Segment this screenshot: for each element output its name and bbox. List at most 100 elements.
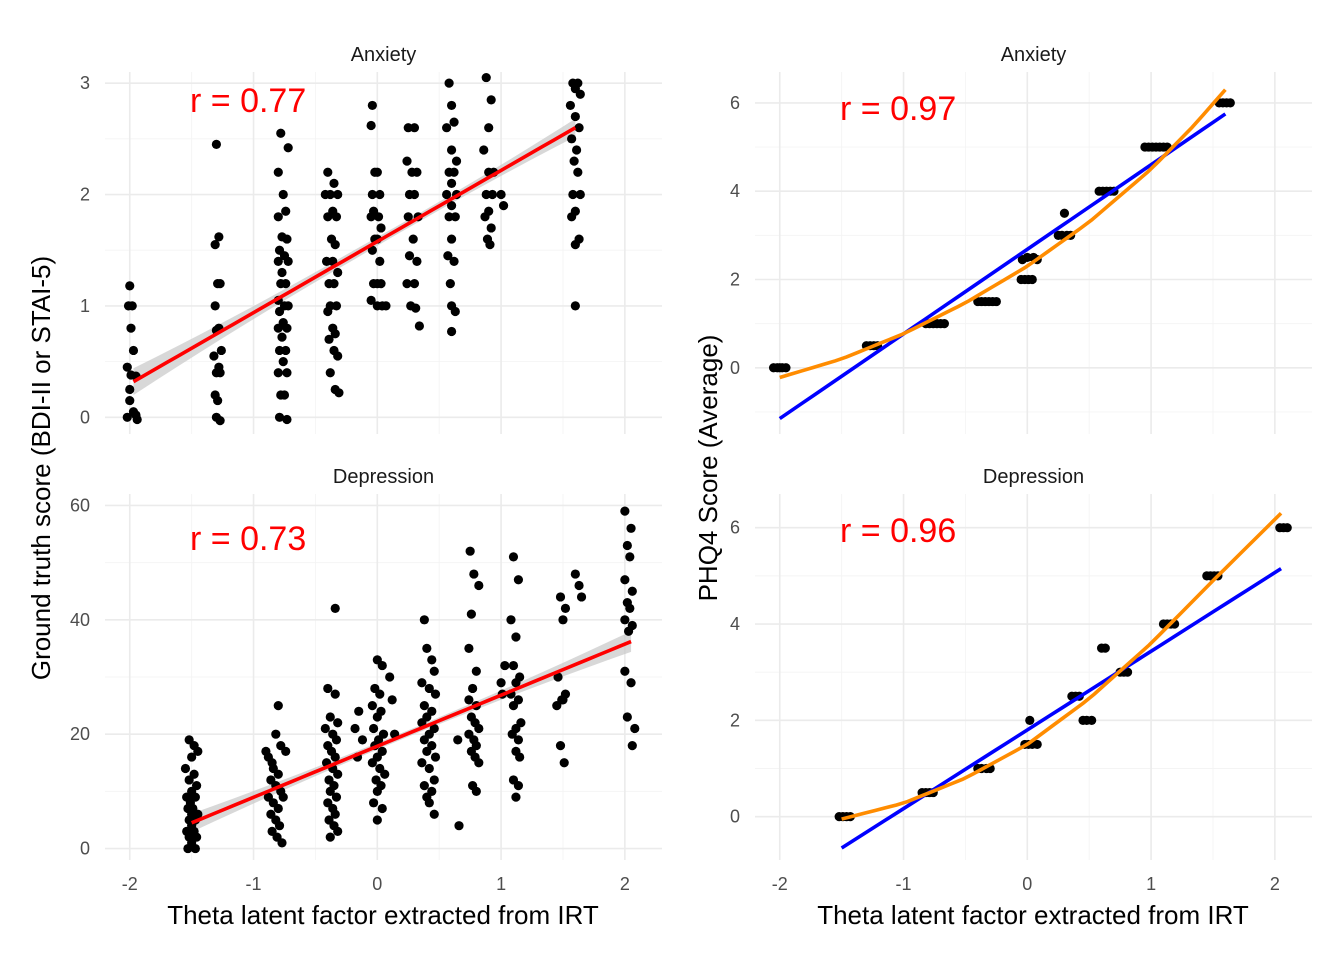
data-point (333, 769, 343, 779)
data-point (213, 395, 223, 406)
data-point (126, 323, 136, 333)
data-point (330, 809, 340, 819)
data-point (1087, 715, 1097, 725)
data-point (325, 786, 335, 796)
data-point (277, 838, 287, 848)
data-point (122, 362, 132, 372)
x-tick-label: -2 (122, 874, 138, 894)
data-point (479, 145, 489, 155)
data-point (419, 735, 429, 745)
data-point (282, 323, 292, 333)
right-x-axis-title: Theta latent factor extracted from IRT (817, 900, 1249, 930)
data-point (215, 416, 225, 426)
correlation-annotation: r = 0.77 (190, 82, 306, 120)
data-point (273, 769, 283, 779)
data-point (283, 256, 293, 266)
data-point (274, 306, 285, 317)
data-point (484, 123, 494, 133)
data-point (570, 569, 580, 579)
data-point (446, 201, 457, 211)
data-point (626, 523, 636, 533)
data-point (471, 786, 481, 796)
data-point (444, 78, 454, 88)
data-point (486, 95, 496, 105)
data-point (450, 212, 460, 222)
data-point (508, 700, 519, 711)
data-point (620, 666, 630, 676)
y-tick-label: 60 (70, 495, 90, 515)
data-point (187, 752, 197, 762)
data-point (330, 752, 340, 762)
y-tick-label: 6 (730, 518, 740, 538)
y-tick-label: 0 (80, 407, 90, 427)
data-point (409, 123, 420, 133)
data-point (511, 792, 521, 802)
data-point (404, 251, 415, 261)
y-tick-label: 20 (70, 724, 90, 744)
data-point (445, 279, 455, 289)
data-point (368, 723, 379, 734)
data-point (422, 746, 432, 756)
data-point (325, 368, 335, 378)
data-point (377, 660, 387, 671)
data-point (498, 201, 509, 211)
data-point (553, 672, 563, 682)
data-point (567, 134, 577, 144)
data-point (1282, 523, 1292, 533)
data-point (469, 569, 479, 579)
data-point (486, 223, 496, 233)
x-tick-label: 1 (496, 874, 506, 894)
data-point (125, 384, 135, 395)
data-point (474, 758, 484, 768)
data-point (333, 351, 343, 361)
data-point (367, 245, 377, 255)
data-point (403, 212, 413, 222)
data-point (625, 603, 635, 613)
data-point (350, 723, 360, 734)
data-point (323, 306, 333, 317)
data-point (375, 689, 385, 699)
x-tick-label: 2 (620, 874, 630, 894)
data-point (381, 301, 391, 311)
data-point (575, 89, 585, 99)
data-point (334, 388, 344, 398)
smooth-fit-line (841, 511, 1283, 821)
data-point (465, 546, 475, 556)
data-point (277, 332, 287, 342)
data-point (331, 301, 342, 311)
data-point (328, 256, 338, 266)
data-point (442, 123, 452, 133)
data-point (277, 267, 287, 278)
data-point (471, 666, 481, 676)
data-point (330, 240, 340, 250)
y-tick-label: 0 (730, 358, 740, 378)
left-y-axis-title: Ground truth score (BDI-II or STAI-5) (26, 256, 56, 680)
data-point (330, 329, 340, 339)
y-tick-label: 3 (80, 73, 90, 93)
data-point (419, 781, 429, 791)
data-point (333, 826, 343, 837)
data-point (454, 821, 464, 831)
data-point (278, 792, 288, 802)
facet-strip-label: Anxiety (351, 44, 417, 66)
data-point (508, 552, 519, 562)
data-point (627, 586, 637, 596)
facet-strip-label: Anxiety (1001, 44, 1067, 66)
x-tick-label: 0 (1022, 874, 1032, 894)
data-point (453, 735, 463, 745)
y-tick-label: 4 (730, 181, 740, 201)
data-point (283, 143, 293, 153)
data-point (417, 678, 427, 688)
data-point (555, 592, 566, 602)
data-point (271, 729, 281, 739)
y-tick-label: 2 (80, 185, 90, 205)
data-point (331, 212, 342, 222)
confidence-band (133, 118, 576, 396)
data-point (368, 798, 379, 808)
data-point (274, 821, 285, 831)
smooth-fit-line (779, 88, 1227, 380)
data-point (325, 712, 335, 722)
data-point (506, 615, 516, 625)
data-point (273, 167, 283, 177)
